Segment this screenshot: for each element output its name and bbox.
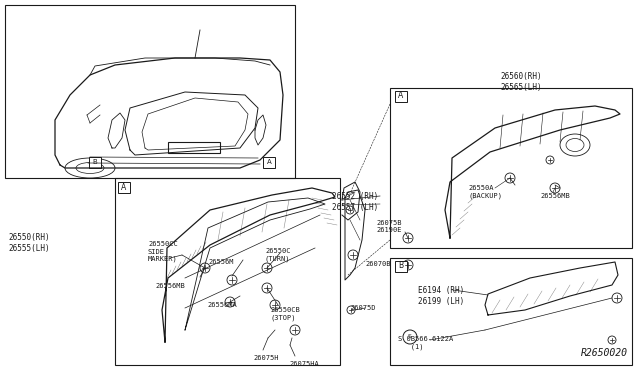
Bar [115, 178, 340, 365]
Text: S 0B566-6122A
   (1): S 0B566-6122A (1) [398, 336, 453, 350]
Text: 26552 (RH)
26557 (LH): 26552 (RH) 26557 (LH) [332, 192, 378, 212]
Text: 26550(RH)
26555(LH): 26550(RH) 26555(LH) [8, 233, 50, 253]
Text: B: B [399, 262, 404, 270]
Bar [390, 258, 632, 365]
Bar [390, 88, 632, 248]
Bar [395, 90, 407, 102]
Bar [263, 157, 275, 167]
Text: A: A [122, 183, 127, 192]
Bar [89, 157, 101, 167]
Text: 26556MA: 26556MA [207, 302, 237, 308]
Text: S: S [408, 334, 412, 340]
Text: 26550C
(TURN): 26550C (TURN) [265, 248, 291, 262]
Text: A: A [398, 92, 404, 100]
Text: A: A [267, 159, 271, 165]
Text: 26075H: 26075H [253, 355, 278, 361]
Text: 26550A
(BACKUP): 26550A (BACKUP) [468, 185, 502, 199]
Text: 26550CB
(3TOP): 26550CB (3TOP) [270, 307, 300, 321]
Bar [118, 182, 130, 192]
Bar [395, 260, 407, 272]
Text: E6194 (RH)
26199 (LH): E6194 (RH) 26199 (LH) [418, 286, 464, 306]
Text: 26556M: 26556M [208, 259, 234, 265]
Text: B: B [93, 159, 97, 165]
Text: 26560(RH)
26565(LH): 26560(RH) 26565(LH) [500, 72, 541, 92]
Text: 26075B
26190E: 26075B 26190E [376, 220, 401, 234]
Text: 26556MB: 26556MB [540, 193, 570, 199]
Text: 26075HA: 26075HA [289, 361, 319, 367]
Text: 26556MB: 26556MB [155, 283, 185, 289]
Text: 26550CC
SIDE
MARKER): 26550CC SIDE MARKER) [148, 241, 178, 263]
Bar [168, 142, 220, 153]
Text: 26070B: 26070B [365, 261, 390, 267]
Bar [5, 5, 295, 178]
Text: R2650020: R2650020 [581, 348, 628, 358]
Text: 26075D: 26075D [350, 305, 376, 311]
